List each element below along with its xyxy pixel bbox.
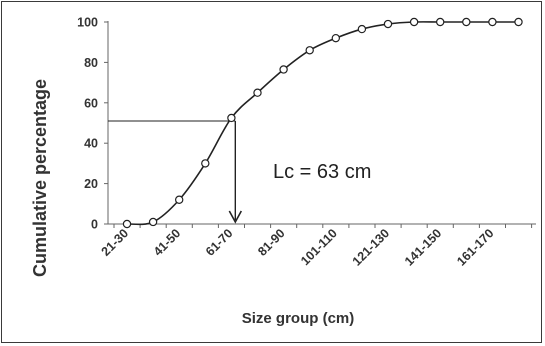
- data-point: [488, 17, 497, 27]
- y-tick-label: 80: [84, 56, 98, 70]
- lc-annotation: Lc = 63 cm: [273, 161, 371, 183]
- data-point: [122, 219, 132, 229]
- data-point: [201, 159, 210, 168]
- y-tick-label: 20: [84, 177, 98, 191]
- arrowhead: [228, 210, 243, 224]
- data-point: [227, 113, 236, 123]
- reference-lines: [108, 120, 243, 224]
- data-point: [436, 17, 445, 27]
- series-line: [126, 21, 519, 226]
- data-point: [305, 46, 314, 55]
- x-tick-label: 141-150: [402, 226, 444, 268]
- data-point: [383, 19, 393, 29]
- data-point: [148, 217, 158, 227]
- x-tick-label: 21-30: [99, 226, 132, 259]
- series-cumulative: [122, 17, 523, 229]
- data-point: [462, 17, 471, 27]
- x-tick-label: 41-50: [151, 226, 184, 259]
- data-point: [357, 24, 367, 34]
- data-point: [514, 17, 523, 27]
- x-axis-title: Size group (cm): [242, 310, 355, 327]
- y-tick-label: 100: [77, 16, 98, 30]
- x-tick-label: 101-110: [298, 226, 340, 268]
- y-tick-label: 60: [84, 96, 98, 110]
- y-tick-label: 0: [91, 218, 98, 232]
- x-tick-label: 61-70: [203, 226, 236, 259]
- y-tick-label: 40: [84, 137, 98, 151]
- y-axis-title: Cumulative percentage: [30, 79, 50, 277]
- x-tick-label: 161-170: [454, 226, 496, 268]
- data-point: [253, 88, 262, 97]
- data-point: [174, 195, 184, 204]
- x-tick-label: 81-90: [255, 226, 288, 259]
- axes-group: [104, 21, 536, 228]
- data-point: [409, 17, 419, 27]
- x-tick-label: 121-130: [350, 226, 392, 268]
- data-point: [279, 65, 288, 74]
- data-point: [331, 33, 340, 43]
